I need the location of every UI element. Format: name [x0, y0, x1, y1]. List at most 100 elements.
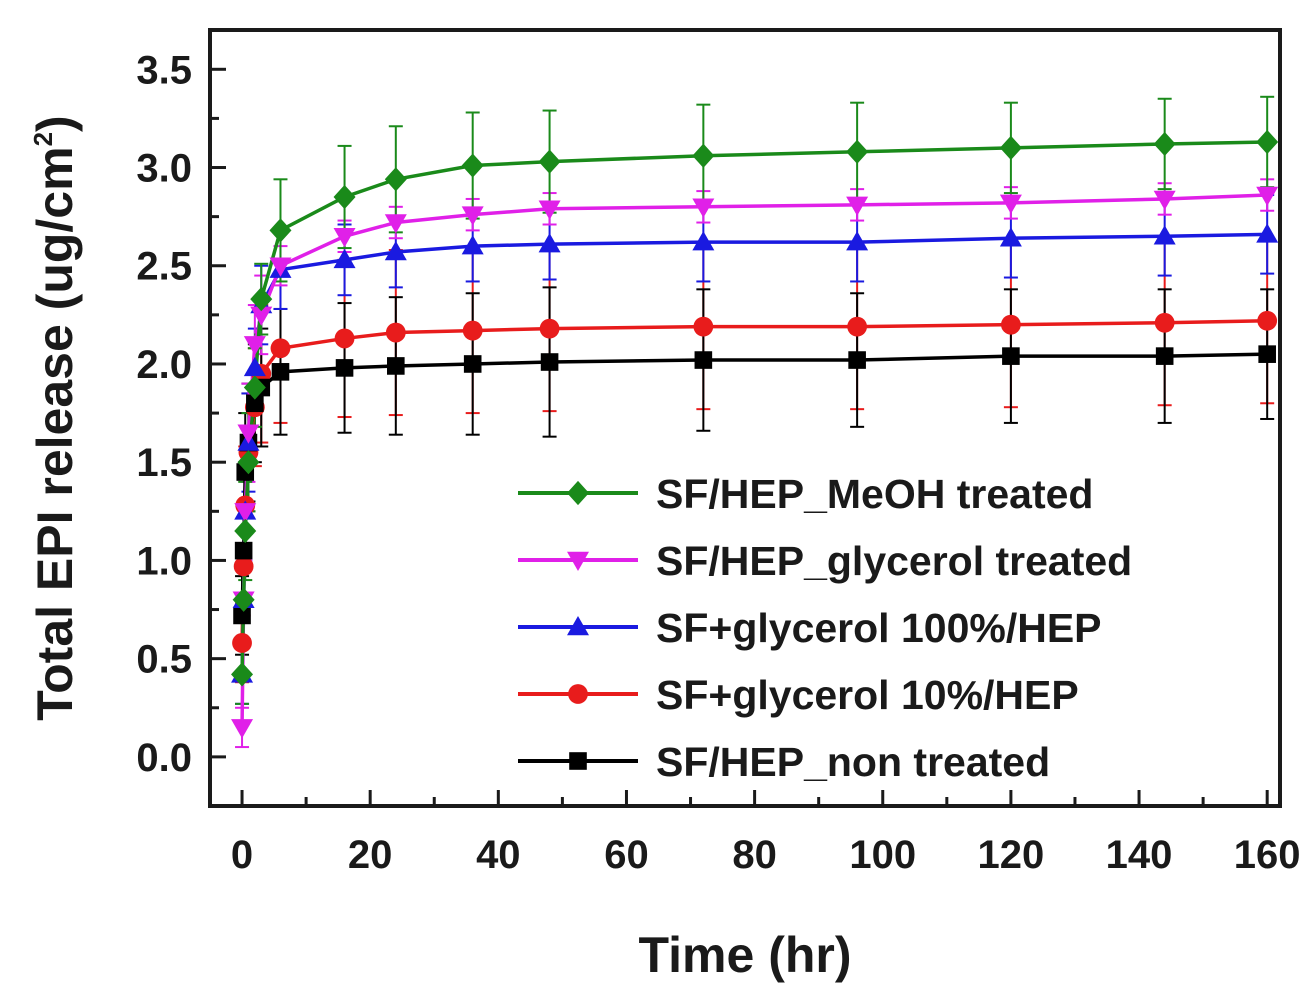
data-point	[692, 231, 715, 251]
data-point	[846, 139, 869, 164]
data-point	[243, 356, 266, 377]
legend-marker-0	[567, 480, 589, 506]
data-point	[233, 556, 254, 577]
legend-label-0: SF/HEP_MeOH treated	[656, 471, 1093, 517]
y-tick-labels: 0.0 0.5 1.0 1.5 2.0 2.5 3.0 3.5	[136, 48, 192, 780]
data-point	[694, 351, 713, 369]
data-point	[846, 196, 869, 216]
data-point	[250, 306, 273, 326]
y-axis-title: Total EPI release (ug/cm2)	[27, 115, 83, 720]
legend-label-2: SF+glycerol 100%/HEP	[656, 605, 1102, 651]
data-point	[231, 662, 254, 687]
legend-marker-4	[569, 752, 587, 770]
y-tick-label-3.5: 3.5	[136, 48, 192, 92]
data-point	[461, 153, 484, 178]
data-point	[333, 248, 356, 269]
x-tick-label-80: 80	[732, 833, 777, 877]
data-point	[461, 235, 484, 255]
legend-label-1: SF/HEP_glycerol treated	[656, 538, 1132, 584]
data-point	[270, 338, 291, 359]
data-point	[462, 320, 483, 341]
data-point	[234, 503, 257, 523]
data-point	[1155, 347, 1174, 365]
x-tick-label-20: 20	[348, 833, 393, 877]
x-tick-label-0: 0	[231, 833, 253, 877]
x-tick-labels: 0 20 40 60 80 100 120 140 160	[231, 833, 1301, 877]
y-tick-label-2.5: 2.5	[136, 245, 192, 289]
data-point	[461, 206, 484, 226]
data-point	[1257, 310, 1278, 331]
data-point	[385, 322, 406, 343]
data-point	[847, 316, 868, 337]
x-axis-title: Time (hr)	[639, 927, 852, 983]
data-point	[237, 424, 260, 444]
x-tick-label-40: 40	[476, 833, 521, 877]
data-point	[335, 359, 354, 377]
data-point	[232, 633, 252, 653]
data-point	[384, 167, 407, 192]
data-point	[269, 218, 292, 243]
legend-marker-2	[567, 616, 589, 636]
y-tick-label-3: 3.0	[136, 147, 192, 191]
y-axis-title-close: )	[27, 115, 83, 132]
data-point	[692, 143, 715, 168]
legend-label-3: SF+glycerol 10%/HEP	[656, 672, 1079, 718]
data-point	[234, 518, 257, 544]
data-point	[246, 394, 264, 413]
data-point	[846, 231, 869, 251]
data-point	[237, 450, 260, 475]
y-tick-label-0.5: 0.5	[136, 638, 192, 682]
legend-label-4: SF/HEP_non treated	[656, 739, 1050, 785]
data-point	[271, 363, 290, 381]
y-tick-label-1: 1.0	[136, 539, 192, 583]
data-point	[384, 214, 407, 234]
data-point	[1000, 314, 1021, 335]
data-point	[538, 200, 561, 220]
data-point	[999, 194, 1022, 214]
data-point	[463, 355, 482, 373]
data-point	[1153, 131, 1176, 157]
y-axis-title-superscript: 2	[28, 132, 58, 146]
data-point	[384, 240, 407, 261]
data-point	[334, 328, 355, 349]
x-tick-label-160: 160	[1234, 833, 1301, 877]
x-tick-label-100: 100	[849, 833, 916, 877]
data-point	[540, 353, 559, 371]
data-point	[269, 257, 292, 277]
y-tick-label-0: 0.0	[136, 736, 192, 780]
data-point	[538, 149, 561, 174]
y-tick-label-1.5: 1.5	[136, 441, 192, 485]
data-point	[232, 587, 255, 612]
data-point	[1153, 190, 1176, 210]
y-tick-label-2: 2.0	[136, 343, 192, 387]
y-axis-title-main: Total EPI release (ug/cm	[27, 146, 83, 720]
legend: SF/HEP_MeOH treated SF/HEP_glycerol treat…	[518, 471, 1132, 785]
x-tick-label-60: 60	[604, 833, 649, 877]
data-point	[692, 198, 715, 218]
data-point	[333, 228, 356, 248]
data-point	[243, 336, 266, 356]
data-point	[1002, 347, 1020, 365]
data-point	[1153, 225, 1176, 245]
data-point	[848, 351, 866, 369]
x-tick-label-140: 140	[1106, 833, 1173, 877]
data-point	[243, 375, 266, 400]
data-point	[1256, 129, 1279, 155]
data-point	[999, 227, 1022, 247]
data-point	[387, 357, 405, 375]
data-point	[233, 606, 251, 625]
data-point	[234, 541, 253, 560]
x-tick-label-120: 120	[978, 833, 1045, 877]
data-point	[231, 719, 254, 739]
data-point	[539, 318, 560, 339]
data-point	[1258, 345, 1276, 363]
plot-frame	[208, 28, 1282, 808]
series-markers	[231, 129, 1279, 739]
data-point	[333, 184, 356, 210]
data-point	[250, 287, 273, 312]
axis-ticks	[210, 67, 1269, 806]
data-point	[538, 233, 561, 253]
data-point	[1154, 312, 1175, 333]
legend-marker-1	[567, 551, 589, 571]
